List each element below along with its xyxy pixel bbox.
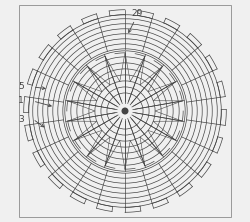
Circle shape — [122, 108, 128, 114]
Text: 3: 3 — [18, 115, 24, 123]
Text: 1: 1 — [18, 97, 24, 105]
Text: 5: 5 — [18, 82, 24, 91]
Text: 29: 29 — [131, 9, 143, 18]
